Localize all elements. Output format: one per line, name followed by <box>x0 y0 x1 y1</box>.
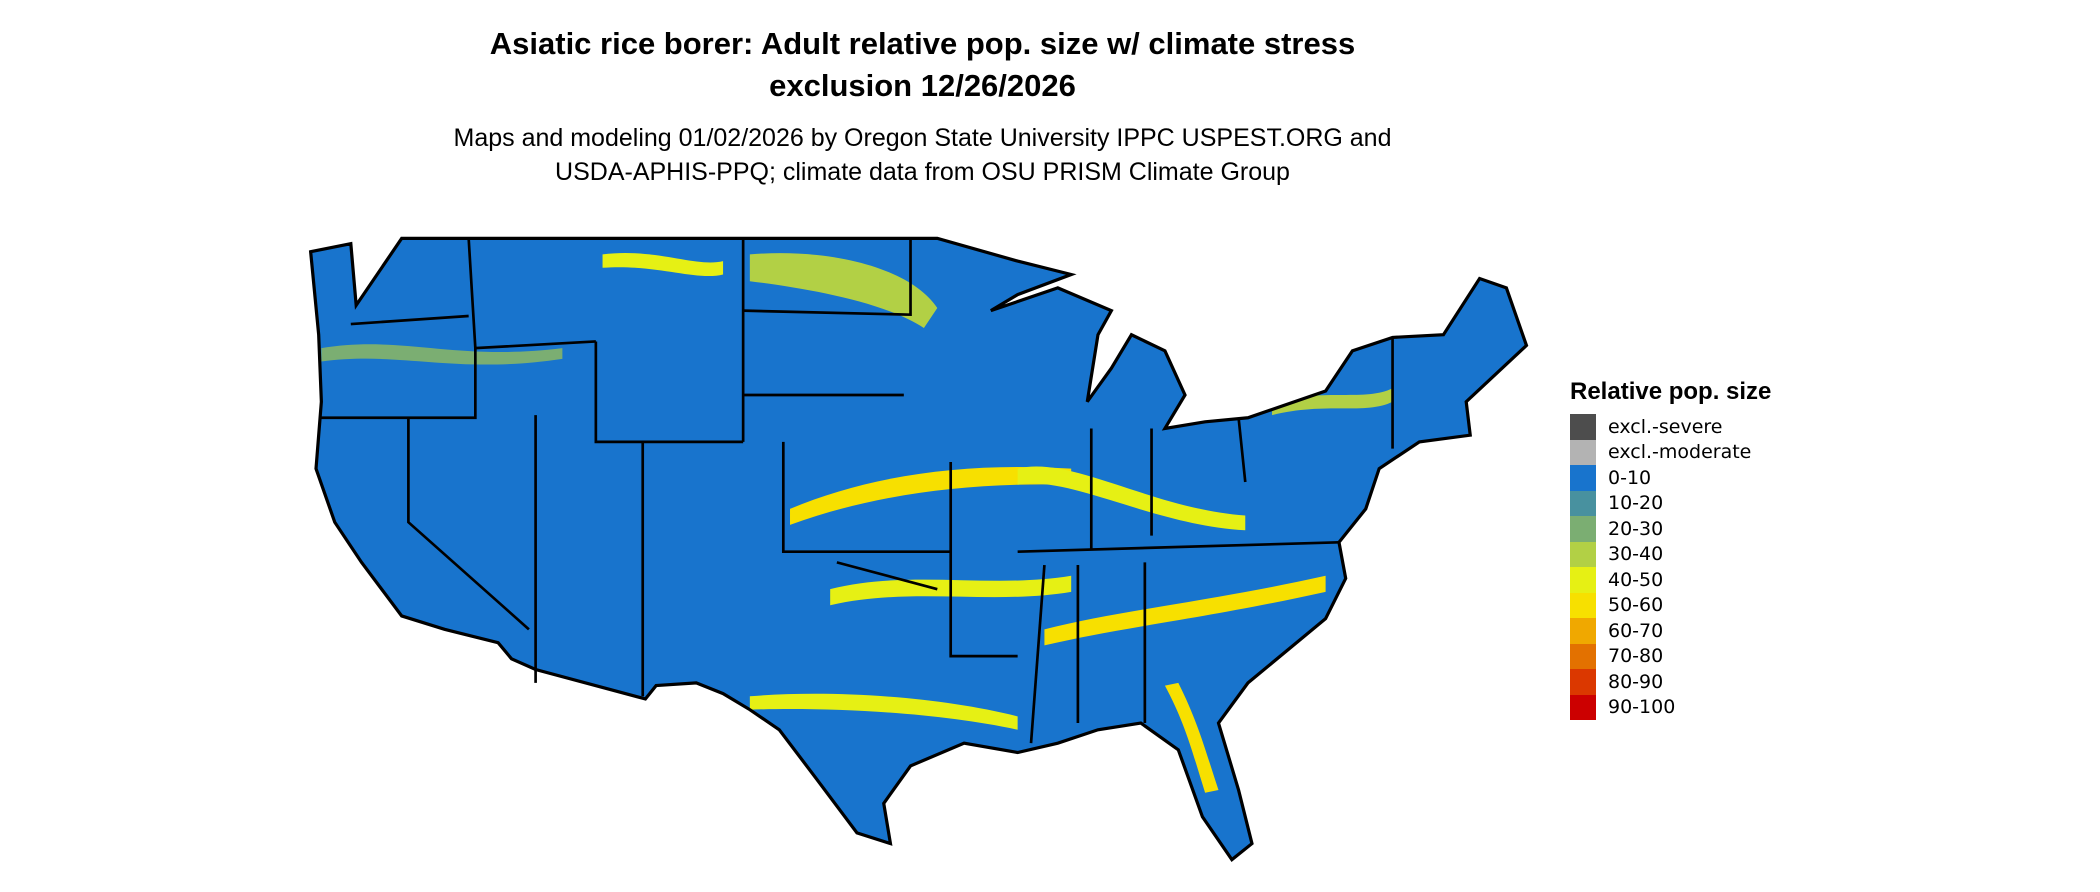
suitability-band <box>1044 575 1326 646</box>
us-border <box>308 236 1529 862</box>
legend-item: 0-10 <box>1570 465 1771 491</box>
legend-label: 60-70 <box>1608 619 1664 642</box>
legend-label: 40-50 <box>1608 568 1664 591</box>
suitability-band <box>1164 682 1219 793</box>
suitability-band <box>749 693 1018 730</box>
legend-item: 80-90 <box>1570 669 1771 695</box>
suitability-band <box>790 466 1072 525</box>
state-border <box>1029 564 1046 744</box>
state-border <box>781 441 951 554</box>
state-border <box>321 348 477 420</box>
legend-swatch <box>1570 414 1596 440</box>
legend-title: Relative pop. size <box>1570 378 1772 405</box>
legend-item: 40-50 <box>1570 567 1771 593</box>
legend-label: 50-60 <box>1608 594 1664 617</box>
suitability-band <box>1017 466 1246 531</box>
legend-swatch <box>1570 618 1596 644</box>
state-border <box>350 314 469 326</box>
legend-label: 30-40 <box>1608 543 1664 566</box>
state-border <box>949 461 1018 658</box>
legend-swatch <box>1570 541 1596 567</box>
state-border <box>743 238 912 317</box>
legend-item: excl.-moderate <box>1570 439 1771 465</box>
legend-item: 50-60 <box>1570 592 1771 618</box>
state-border <box>594 341 744 444</box>
legend-label: excl.-severe <box>1608 415 1723 438</box>
legend-swatch <box>1570 592 1596 618</box>
map-title-line2: exclusion 12/26/2026 <box>769 68 1076 103</box>
legend-label: 90-100 <box>1608 696 1676 719</box>
legend-item: 10-20 <box>1570 490 1771 516</box>
legend-label: 70-80 <box>1608 645 1664 668</box>
legend-item: 30-40 <box>1570 541 1771 567</box>
legend-item: excl.-severe <box>1570 414 1771 440</box>
legend-item: 60-70 <box>1570 618 1771 644</box>
suitability-band <box>749 253 938 329</box>
suitability-band <box>602 253 724 277</box>
legend-item: 70-80 <box>1570 643 1771 669</box>
legend-swatch <box>1570 516 1596 542</box>
legend-item: 90-100 <box>1570 694 1771 720</box>
us-land-area <box>310 238 1527 860</box>
legend-label: 20-30 <box>1608 517 1664 540</box>
legend-swatch <box>1570 490 1596 516</box>
state-border <box>836 561 938 591</box>
suitability-band <box>1272 388 1393 416</box>
state-border <box>1237 417 1247 483</box>
legend-swatch <box>1570 439 1596 465</box>
legend-label: excl.-moderate <box>1608 441 1752 464</box>
suitability-band <box>321 344 563 365</box>
state-borders <box>321 238 1394 744</box>
legend-label: 10-20 <box>1608 492 1664 515</box>
legend-swatch <box>1570 567 1596 593</box>
state-border <box>1017 540 1340 554</box>
map-subtitle-line2: USDA-APHIS-PPQ; climate data from OSU PR… <box>555 158 1290 186</box>
legend-swatch <box>1570 694 1596 720</box>
map-subtitle-line1: Maps and modeling 01/02/2026 by Oregon S… <box>453 124 1392 152</box>
legend: Relative pop. size excl.-severe excl.-mod… <box>1570 378 1771 720</box>
legend-label: 0-10 <box>1608 466 1652 489</box>
legend-swatch <box>1570 669 1596 695</box>
map-title-line1: Asiatic rice borer: Adult relative pop. … <box>489 26 1356 61</box>
legend-swatch <box>1570 465 1596 491</box>
legend-label: 80-90 <box>1608 670 1664 693</box>
state-border <box>407 417 530 631</box>
legend-item: 20-30 <box>1570 516 1771 542</box>
legend-swatch <box>1570 643 1596 669</box>
